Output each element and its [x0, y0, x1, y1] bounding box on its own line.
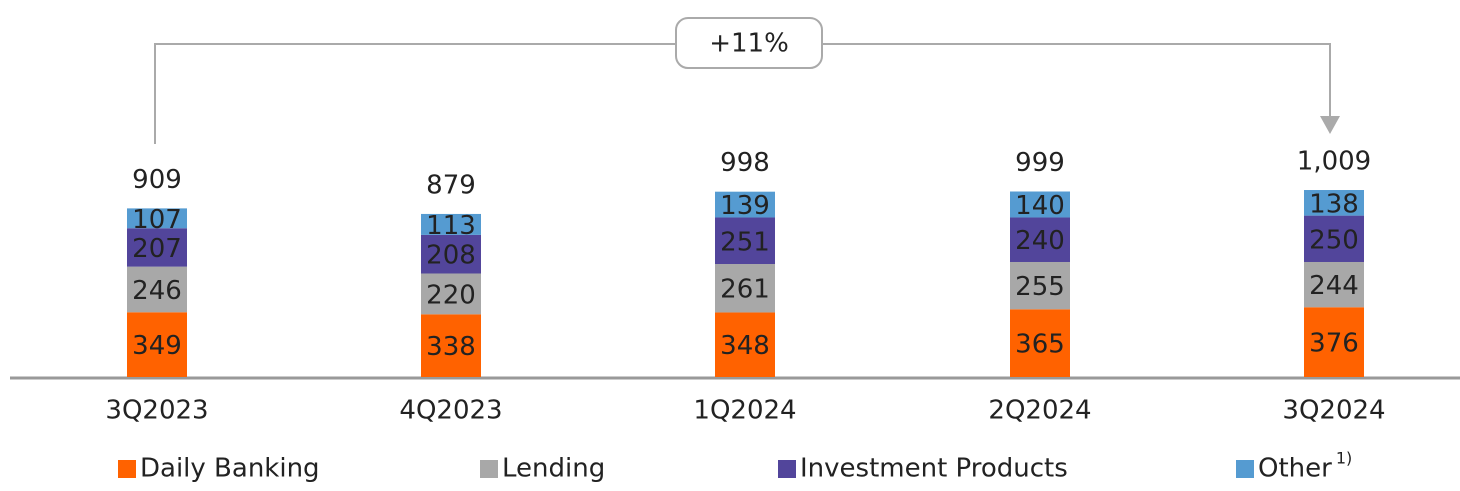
bar-segment [127, 266, 187, 313]
x-tick-label: 4Q2023 [399, 396, 502, 426]
bracket-right [822, 43, 1331, 120]
legend-label: Investment Products [800, 454, 1068, 484]
legend-swatch [118, 460, 136, 478]
bar-segment [1304, 215, 1364, 262]
bar-segment [127, 228, 187, 267]
segment-label: 140 [1015, 191, 1065, 221]
x-tick-label: 1Q2024 [693, 396, 796, 426]
segment-label: 113 [426, 211, 476, 241]
segment-label: 251 [720, 227, 770, 257]
bar-segment [1304, 307, 1364, 377]
bar-segment [421, 213, 481, 235]
bar-segment [1010, 261, 1070, 310]
segment-label: 138 [1309, 189, 1359, 219]
total-label: 1,009 [1297, 147, 1371, 177]
segment-label: 246 [132, 276, 182, 306]
bar-segment [127, 208, 187, 229]
legend-label: Other [1258, 454, 1332, 484]
segment-label: 207 [132, 234, 182, 264]
segment-label: 261 [720, 275, 770, 305]
segment-label: 220 [426, 280, 476, 310]
segment-label: 255 [1015, 272, 1065, 302]
bar-segment [421, 314, 481, 377]
segment-label: 139 [720, 191, 770, 221]
bar-segment [1010, 191, 1070, 218]
x-tick-label: 3Q2024 [1282, 396, 1385, 426]
arrow-head [1320, 116, 1340, 134]
bar-segment [1304, 190, 1364, 216]
x-tick-label: 3Q2023 [105, 396, 208, 426]
segment-label: 240 [1015, 226, 1065, 256]
x-tick-label: 2Q2024 [988, 396, 1091, 426]
bar-segment [421, 234, 481, 274]
segment-label: 376 [1309, 329, 1359, 359]
bar-segment [715, 191, 775, 218]
segment-label: 365 [1015, 330, 1065, 360]
segment-label: 107 [132, 205, 182, 235]
segment-label: 338 [426, 332, 476, 362]
bar-segment [1304, 261, 1364, 308]
segment-label: 244 [1309, 271, 1359, 301]
total-label: 999 [1015, 148, 1065, 178]
total-label: 879 [426, 170, 476, 200]
bar-segment [715, 312, 775, 377]
segment-label: 348 [720, 331, 770, 361]
legend-footnote: 1) [1336, 449, 1352, 468]
bar-segment [127, 312, 187, 377]
segment-label: 208 [426, 241, 476, 271]
bar-segment [1010, 309, 1070, 377]
legend-label: Lending [502, 454, 605, 484]
annotation: +11% [709, 29, 789, 59]
legend-swatch [778, 460, 796, 478]
legend-swatch [480, 460, 498, 478]
total-label: 909 [132, 165, 182, 195]
annotation-box [675, 17, 823, 69]
total-label: 998 [720, 148, 770, 178]
legend-swatch [1236, 460, 1254, 478]
legend-label: Daily Banking [140, 454, 320, 484]
bracket-left [154, 43, 676, 144]
bar-segment [421, 273, 481, 315]
bar-segment [1010, 217, 1070, 262]
segment-label: 250 [1309, 225, 1359, 255]
bar-segment [715, 217, 775, 265]
segment-label: 349 [132, 331, 182, 361]
bar-segment [715, 264, 775, 313]
